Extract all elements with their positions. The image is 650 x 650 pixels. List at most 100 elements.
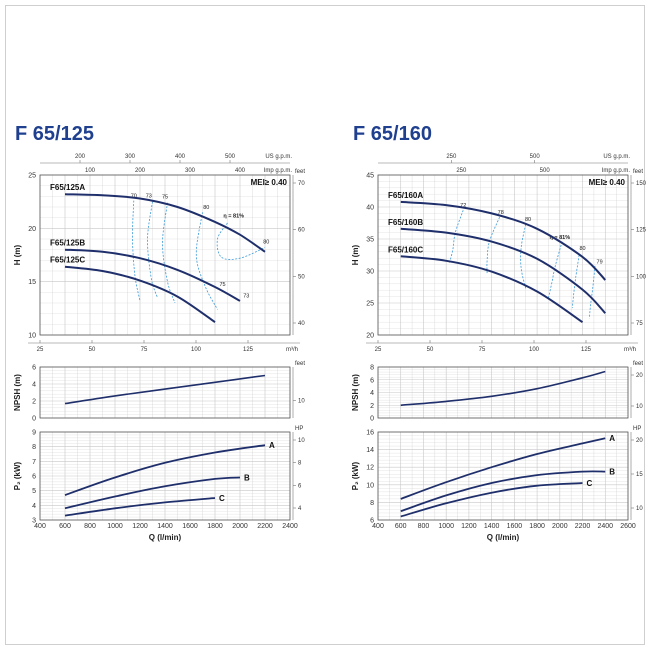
chart1-m3h-tick: 125	[243, 347, 254, 353]
chart2-power-right-tick: 20	[636, 438, 643, 444]
chart2-head-curve-f65-160b	[400, 227, 607, 314]
chart1-q-tick: 400	[34, 523, 46, 530]
chart2-efficiency-label: 79	[597, 259, 603, 265]
chart1-npsh-frame	[39, 366, 291, 419]
chart1-npsh-right-tick: 10	[298, 399, 305, 405]
chart2-efficiency-line	[486, 217, 500, 274]
chart2-power-curve-a	[400, 437, 606, 500]
chart1-efficiency-label: 73	[243, 294, 249, 300]
chart1-power-ytick: 5	[32, 488, 36, 495]
chart1-q-label: Q (l/min)	[149, 533, 182, 542]
chart2-efficiency-line	[589, 265, 596, 319]
chart2-power-ytick: 12	[366, 465, 374, 472]
chart2-head-right-tick: 125	[636, 228, 647, 234]
chart2-q-tick: 600	[395, 523, 407, 530]
chart1-m3h-tick: 25	[37, 347, 44, 353]
chart1-head-ytick: 25	[28, 173, 36, 180]
chart2-q-tick: 2400	[597, 523, 613, 530]
chart2-efficiency-label: η = 81%	[549, 235, 570, 241]
chart2-head-right-tick: 75	[636, 321, 643, 327]
chart1-power-curve-a	[64, 444, 266, 496]
chart1-power-ytick: 6	[32, 474, 36, 481]
chart2-head-right-tick: 150	[636, 181, 647, 187]
chart2-power-ytick: 16	[366, 430, 374, 437]
chart2-head-ytick: 35	[366, 237, 374, 244]
chart1-head-curve-label: F65/125C	[50, 256, 85, 265]
chart1-m3h-tick: 75	[141, 347, 148, 353]
chart2-efficiency-line	[449, 210, 464, 263]
chart2-head-ytick: 45	[366, 173, 374, 180]
chart2-head-curve-label: F65/160A	[388, 191, 423, 200]
chart2-m3h-unit: m³/h	[624, 347, 636, 353]
chart2-q-tick: 1600	[507, 523, 523, 530]
chart1-head-curve-label: F65/125A	[50, 183, 85, 192]
chart1-imp-tick: 100	[85, 168, 96, 174]
chart2-power-ytick: 14	[366, 447, 374, 454]
chart2-q-label: Q (l/min)	[487, 533, 520, 542]
chart2-title: F 65/160	[353, 123, 432, 145]
chart2-power-curve-c	[400, 482, 583, 518]
chart2-mei-label: MEI≥ 0.40	[589, 178, 626, 187]
chart1-head-right-tick: 40	[298, 321, 305, 327]
chart1-npsh-curve	[64, 374, 266, 405]
chart2-q-tick: 1400	[484, 523, 500, 530]
chart1-head-frame	[39, 174, 291, 336]
chart1-power-curve-label: A	[269, 441, 275, 450]
chart1-mei-label: MEI≥ 0.40	[251, 178, 288, 187]
chart1-npsh-ytick: 2	[32, 399, 36, 406]
chart2-head-curve-label: F65/160C	[388, 245, 423, 254]
page-frame	[5, 5, 645, 645]
chart1-head-ytick: 15	[28, 279, 36, 286]
chart1-power-right-tick: 10	[298, 438, 305, 444]
chart1-top-tick: 400	[175, 154, 186, 160]
chart1-power-right-tick: 6	[298, 483, 302, 489]
chart1-power-ytick: 3	[32, 518, 36, 525]
chart1-power-right-tick: 8	[298, 461, 302, 467]
chart1-efficiency-label: 70	[131, 193, 137, 199]
chart1-m3h-tick: 100	[191, 347, 202, 353]
chart2-power-right-tick: 15	[636, 472, 643, 478]
chart1-npsh-ylabel: NPSH (m)	[13, 374, 22, 411]
chart1-power-right-unit: HP	[295, 426, 303, 432]
chart2-power-curve-label: A	[609, 434, 615, 443]
chart2-power-curve-label: C	[587, 479, 593, 488]
chart1-npsh-ytick: 4	[32, 382, 36, 389]
chart1-head-ytick: 10	[28, 333, 36, 340]
chart1-power-ylabel: P₂ (kW)	[13, 461, 22, 490]
chart2-power-curve-b	[400, 470, 606, 513]
chart1-power-ytick: 8	[32, 444, 36, 451]
chart2-q-tick: 1000	[438, 523, 454, 530]
chart1-head-ytick: 20	[28, 226, 36, 233]
chart2-head-ytick: 30	[366, 269, 374, 276]
chart1-q-tick: 2400	[282, 523, 298, 530]
chart2-efficiency-label: 80	[579, 246, 585, 252]
chart2-head-curve-f65-160c	[400, 255, 584, 324]
chart1-head-right-tick: 50	[298, 274, 305, 280]
chart1-top-tick: 300	[125, 154, 136, 160]
chart1-efficiency-label: 75	[162, 194, 168, 200]
chart2-head-curve-label: F65/160B	[388, 218, 423, 227]
chart1-q-tick: 2000	[232, 523, 248, 530]
chart1-imp-tick: 300	[185, 168, 196, 174]
chart1-top-tick: 200	[75, 154, 86, 160]
chart1-q-tick: 600	[59, 523, 71, 530]
chart2-head-ylabel: H (m)	[351, 244, 360, 265]
chart1-q-tick: 1200	[132, 523, 148, 530]
chart1-efficiency-label: η = 81%	[223, 214, 244, 220]
chart1-power-ytick: 7	[32, 459, 36, 466]
chart2-m3h-tick: 75	[479, 347, 486, 353]
chart2-power-ytick: 6	[370, 518, 374, 525]
chart2-m3h-tick: 100	[529, 347, 540, 353]
chart1-power-curve-label: B	[244, 473, 250, 482]
chart1-head-right-tick: 70	[298, 181, 305, 187]
chart2-power-right-unit: HP	[633, 426, 641, 432]
chart2-head-right-tick: 100	[636, 274, 647, 280]
chart1-efficiency-label: 80	[263, 239, 269, 245]
chart2-efficiency-line	[571, 254, 580, 309]
chart1-npsh-ytick: 6	[32, 365, 36, 372]
chart2-top-unit: US g.p.m.	[603, 154, 630, 160]
chart1-q-tick: 1600	[182, 523, 198, 530]
chart1-power-curve-c	[64, 497, 216, 517]
chart2-q-tick: 2000	[552, 523, 568, 530]
